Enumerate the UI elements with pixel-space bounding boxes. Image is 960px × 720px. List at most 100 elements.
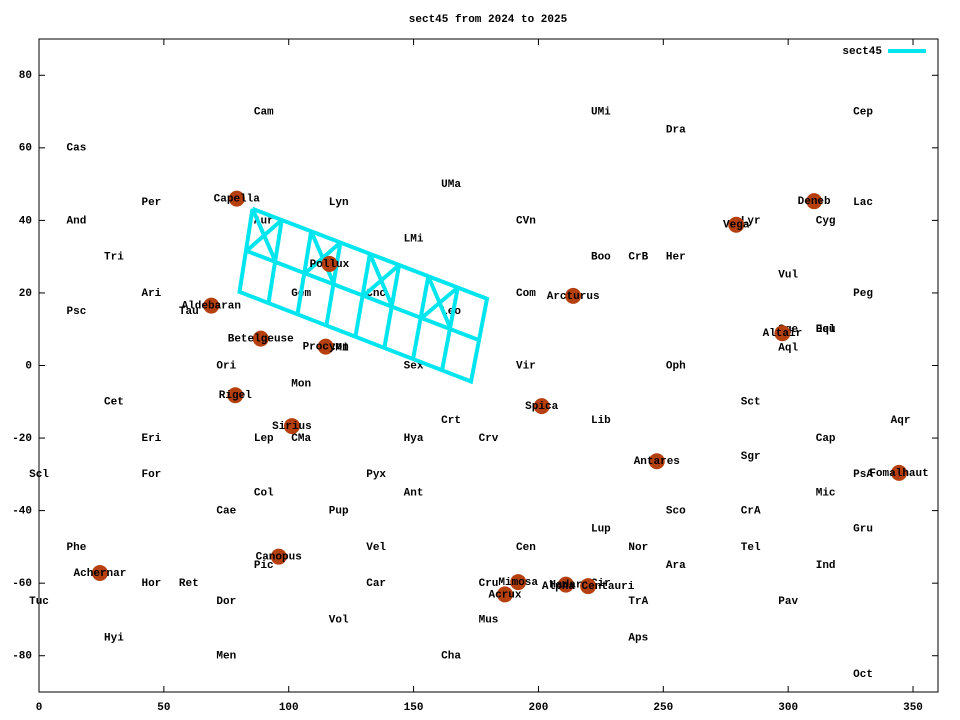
constellation-label: Eri (141, 433, 161, 445)
y-tick-label: 40 (19, 215, 32, 227)
star-marker (891, 464, 908, 481)
y-tick-label: 0 (25, 360, 32, 372)
star-marker (806, 193, 823, 210)
constellation-label: Tel (741, 542, 761, 554)
constellation-label: Crv (479, 433, 499, 445)
star-label: Aldebaran (182, 301, 241, 313)
y-tick-label: -80 (12, 651, 32, 663)
star-marker (728, 216, 745, 233)
constellation-label: Vir (516, 360, 536, 372)
star-marker (557, 576, 574, 593)
constellation-label: PsA (853, 469, 873, 481)
star-marker (565, 287, 582, 304)
constellation-label: Ret (179, 578, 199, 590)
constellation-label: Cha (441, 651, 461, 663)
constellation-label: For (141, 469, 161, 481)
star-label: Antares (634, 456, 680, 468)
constellation-label: Lyn (329, 197, 349, 209)
constellation-label: Cap (816, 433, 836, 445)
series-line (237, 206, 490, 385)
constellation-label: Per (141, 197, 161, 209)
y-tick-label: 20 (19, 288, 32, 300)
constellation-label: Nor (628, 542, 648, 554)
star-marker (496, 586, 513, 603)
star-marker (580, 578, 597, 595)
constellation-label: Ori (216, 360, 236, 372)
star-label: Betelgeuse (228, 334, 294, 346)
star-marker (270, 548, 287, 565)
constellation-label: Gru (853, 524, 873, 536)
constellation-label: Cas (67, 143, 87, 155)
star-label: Spica (525, 401, 558, 413)
constellation-label: Lac (853, 197, 873, 209)
star-marker (321, 255, 338, 272)
star-marker (317, 338, 334, 355)
constellation-label: Cen (516, 542, 536, 554)
constellation-label: Oph (666, 360, 686, 372)
constellation-label: And (67, 215, 87, 227)
constellation-label: Boo (591, 252, 611, 264)
constellation-label: Mic (816, 487, 836, 499)
constellation-label: Hor (141, 578, 161, 590)
constellation-label: Aqr (891, 415, 911, 427)
constellation-label: UMi (591, 106, 611, 118)
constellation-label: Pup (329, 506, 349, 518)
star-label: Procyon (303, 342, 349, 354)
constellation-label: Aql (778, 342, 798, 354)
star-label: Fomalhaut (869, 468, 928, 480)
constellation-label: Lep (254, 433, 274, 445)
y-tick-label: -40 (12, 506, 32, 518)
star-label: Achernar (74, 568, 127, 580)
constellation-label: Peg (853, 288, 873, 300)
constellation-label: Equ (816, 324, 836, 336)
star-label: Deneb (798, 196, 831, 208)
constellation-label: Vel (366, 542, 386, 554)
star-label: Canopus (256, 552, 302, 564)
constellation-label: Lyr (741, 215, 761, 227)
x-tick-label: 200 (529, 702, 549, 714)
constellation-label: TrA (628, 596, 648, 608)
constellation-label: Vol (329, 614, 349, 626)
constellation-label: UMa (441, 179, 461, 191)
constellation-label: Cep (853, 106, 873, 118)
constellation-label: Mus (479, 614, 499, 626)
constellation-label: Hyi (104, 632, 124, 644)
constellation-label: CMa (291, 433, 311, 445)
constellation-label: CVn (516, 215, 536, 227)
constellation-label: Ari (141, 288, 161, 300)
x-tick-label: 300 (778, 702, 798, 714)
constellation-label: Cyg (816, 215, 836, 227)
constellation-label: Tri (104, 252, 124, 264)
constellation-label: Lib (591, 415, 611, 427)
star-label: Acrux (488, 589, 521, 601)
star-marker (252, 330, 269, 347)
constellation-label: Pyx (366, 469, 386, 481)
star-label: Sirius (272, 421, 312, 433)
x-tick-label: 0 (36, 702, 43, 714)
star-marker (510, 574, 527, 591)
constellation-label: Ara (666, 560, 686, 572)
constellation-label: Dor (216, 596, 236, 608)
constellation-label: Col (254, 487, 274, 499)
y-tick-label: 60 (19, 143, 32, 155)
star-marker (91, 565, 108, 582)
star-label: Vega (723, 220, 750, 232)
constellation-label: Aps (628, 632, 648, 644)
constellation-label: Cet (104, 397, 124, 409)
constellation-label: Mon (291, 379, 311, 391)
constellation-label: Tuc (29, 596, 49, 608)
constellation-label: Crt (441, 415, 461, 427)
x-tick-label: 100 (279, 702, 299, 714)
chart-title: sect45 from 2024 to 2025 (409, 14, 568, 26)
constellation-label: Ant (404, 487, 424, 499)
constellation-label: Lup (591, 524, 611, 536)
y-tick-label: -60 (12, 578, 32, 590)
legend-label: sect45 (842, 46, 882, 58)
star-label: Arcturus (547, 291, 600, 303)
star-marker (283, 418, 300, 435)
star-label: Mimosa (498, 577, 538, 589)
star-marker (203, 297, 220, 314)
star-marker (648, 453, 665, 470)
constellation-label: CrA (741, 506, 761, 518)
